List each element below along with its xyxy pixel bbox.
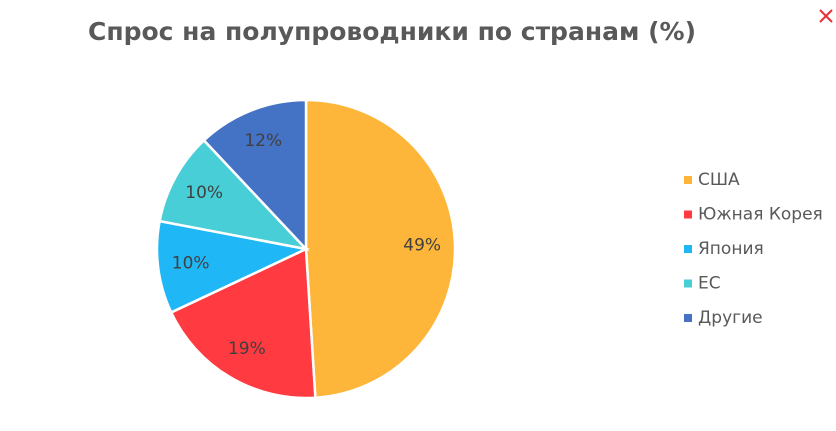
legend-swatch — [684, 176, 692, 184]
close-icon-stroke — [819, 9, 833, 23]
chart-title: Спрос на полупроводники по странам (%) — [88, 17, 696, 46]
data-label: 19% — [228, 339, 266, 359]
legend-label: Другие — [698, 308, 763, 328]
pie-slice — [158, 138, 310, 251]
data-label: 10% — [185, 183, 223, 203]
legend-label: Япония — [698, 239, 764, 259]
data-label: 12% — [244, 131, 282, 151]
legend-label: ЕС — [698, 274, 721, 294]
pie-slice — [202, 98, 308, 253]
legend-swatch — [684, 279, 692, 288]
data-label: 49% — [403, 235, 441, 255]
legend-label: США — [698, 170, 740, 190]
pie-slice — [155, 219, 311, 315]
legend-swatch — [684, 210, 692, 219]
data-label: 10% — [172, 254, 210, 274]
legend-label: Южная Корея — [698, 205, 823, 225]
legend-swatch — [684, 245, 692, 253]
pie-slice — [304, 98, 457, 400]
legend-swatch — [684, 314, 692, 322]
close-button[interactable] — [819, 9, 833, 23]
pie-slice — [169, 247, 317, 400]
